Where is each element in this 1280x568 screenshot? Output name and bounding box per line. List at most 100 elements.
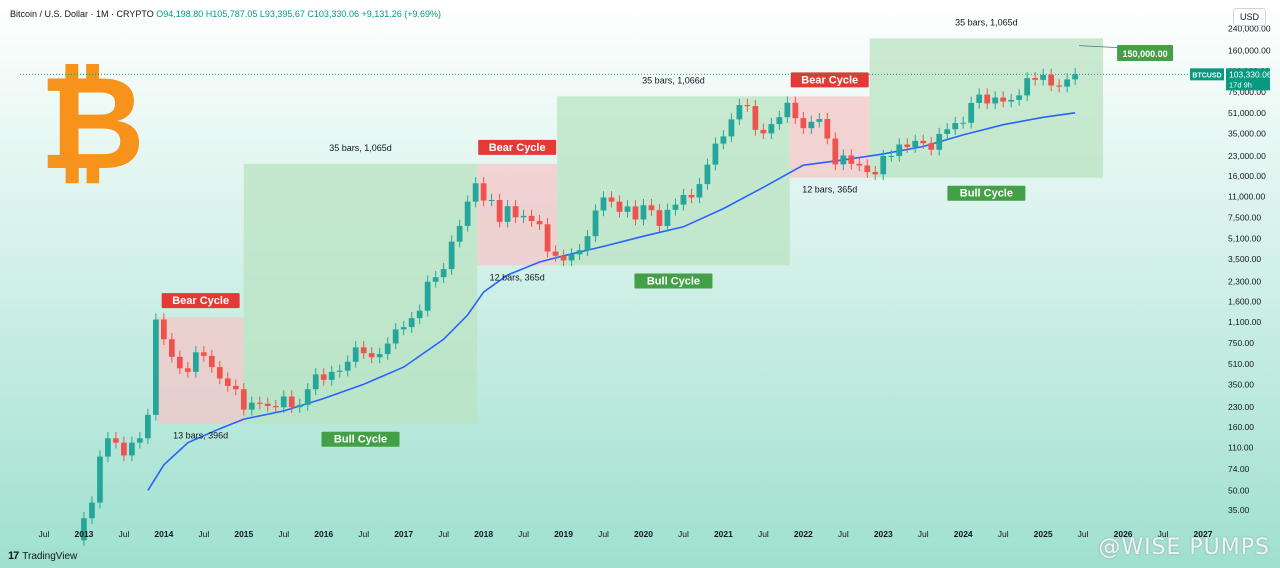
candle-body (992, 97, 999, 104)
candle-body (952, 123, 959, 130)
candle-body (1048, 74, 1055, 86)
x-tick-20: Jul (838, 529, 849, 539)
cycle-label-3: Bull Cycle (647, 275, 700, 287)
candle-body (145, 414, 151, 439)
candle-body (496, 200, 503, 222)
candle-body (81, 518, 87, 541)
candle-41 (408, 311, 415, 333)
candle-body (1008, 99, 1015, 102)
candle-body (768, 124, 775, 134)
y-tick-8: 750.00 (1228, 338, 1254, 348)
candle-110 (960, 116, 967, 129)
cycle-label-bg-1 (321, 431, 400, 447)
candle-93 (824, 112, 831, 145)
candle-26 (288, 390, 295, 413)
candle-44 (432, 271, 439, 288)
candle-body (264, 403, 271, 407)
candle-97 (856, 157, 863, 172)
candle-40 (400, 320, 407, 336)
candle-body (656, 210, 663, 226)
candle-body (784, 102, 791, 118)
x-tick-7: 2016 (314, 529, 333, 539)
candle-body (97, 456, 103, 503)
candle-body (184, 368, 191, 372)
candle-body (440, 269, 447, 278)
candle-body (864, 165, 871, 173)
candle-12 (176, 350, 183, 375)
candle-50 (480, 177, 487, 207)
candle-85 (760, 123, 767, 140)
x-tick-23: 2024 (954, 529, 973, 539)
candle-body (312, 374, 319, 390)
y-tick-18: 35,000.00 (1228, 128, 1266, 138)
x-tick-28: Jul (1158, 529, 1169, 539)
candle-body (256, 402, 263, 404)
candle-31 (328, 365, 335, 386)
y-tick-3: 110.00 (1228, 442, 1254, 452)
candle-body (224, 378, 231, 386)
candle-body (720, 136, 727, 144)
candle-105 (920, 134, 927, 149)
candle-64 (592, 204, 599, 242)
symbol-tag-bg (1190, 68, 1224, 81)
candle-body (1032, 78, 1039, 80)
candle-88 (784, 96, 791, 123)
candle-103 (904, 138, 911, 153)
candle-69 (632, 200, 639, 226)
candle-body (208, 355, 215, 368)
cycle-label-bg-3 (634, 273, 713, 289)
cycle-label-2: Bear Cycle (489, 142, 546, 154)
x-tick-22: Jul (918, 529, 929, 539)
candle-body (512, 206, 519, 218)
candle-body (121, 442, 127, 456)
candle-body (880, 155, 887, 175)
candle-79 (712, 137, 719, 171)
candle-body (760, 129, 767, 134)
candle-body (704, 164, 711, 185)
candle-45 (440, 262, 447, 283)
high-value: H105,787.05 (205, 9, 258, 19)
candle-body (984, 94, 991, 104)
cycle-box-bull-5 (869, 38, 1104, 178)
candle-92 (816, 112, 823, 128)
candle-32 (336, 364, 343, 378)
candle-62 (576, 244, 583, 261)
candle-84 (752, 99, 759, 136)
candle-body (320, 374, 327, 380)
y-tick-19: 51,000.00 (1228, 108, 1266, 118)
y-tick-23: 240,000.00 (1228, 23, 1271, 33)
cycle-label-bg-4 (790, 72, 869, 88)
candle-66 (608, 191, 615, 208)
cycle-measure-0: 13 bars, 396d (173, 431, 228, 441)
candle-body (800, 118, 807, 129)
candle-116 (1008, 93, 1015, 108)
candle-body (368, 353, 375, 358)
candle-3 (105, 432, 111, 463)
candle-43 (424, 275, 431, 317)
y-tick-5: 230.00 (1228, 402, 1254, 412)
y-tick-11: 2,300.00 (1228, 277, 1261, 287)
candle-body (672, 204, 679, 210)
candle-body (976, 94, 983, 103)
candle-96 (848, 149, 855, 170)
candle-body (336, 370, 343, 372)
candle-body (161, 319, 167, 340)
tradingview-logo[interactable]: 17 TradingView (8, 550, 77, 562)
x-tick-11: 2018 (474, 529, 493, 539)
candle-112 (976, 88, 983, 109)
candle-20 (240, 383, 247, 416)
y-tick-12: 3,500.00 (1228, 254, 1261, 264)
x-tick-5: 2015 (234, 529, 253, 539)
candle-body (776, 117, 783, 125)
candle-body (528, 215, 535, 222)
price-tag-countdown: 17d 9h (1229, 80, 1252, 89)
price-tag-bg (1226, 68, 1270, 91)
candle-body (920, 140, 927, 144)
candle-body (648, 205, 655, 211)
x-tick-12: Jul (518, 529, 529, 539)
candle-body (584, 236, 591, 251)
currency-button[interactable]: USD (1232, 8, 1266, 26)
candle-119 (1032, 71, 1039, 86)
symbol-title: Bitcoin / U.S. Dollar · 1M · CRYPTO (10, 9, 154, 19)
